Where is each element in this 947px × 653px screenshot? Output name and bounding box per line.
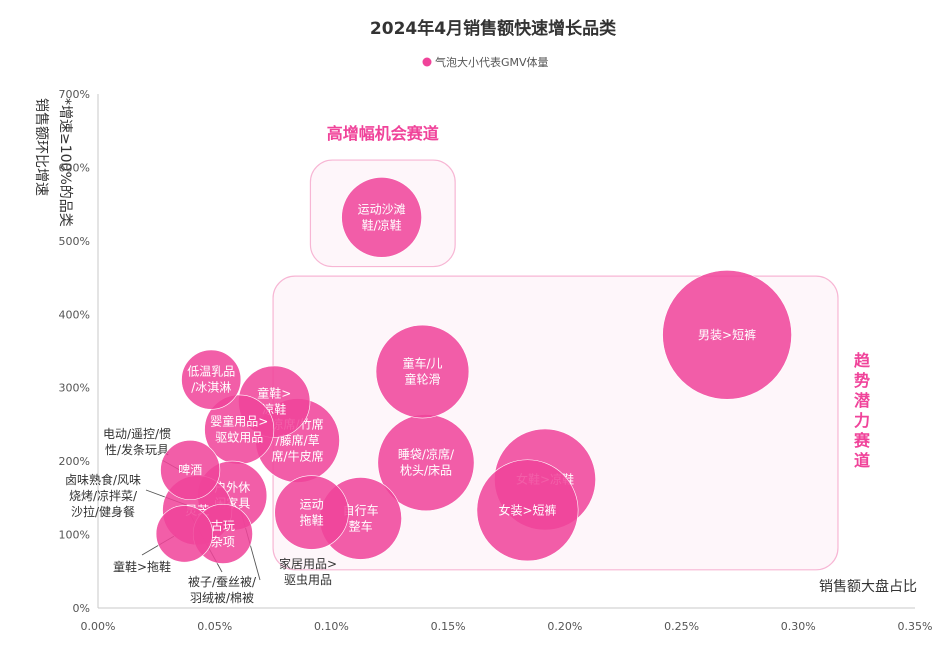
callout-label: 卤味熟食/风味 — [65, 472, 141, 487]
y-axis-label-line-1: 销售额环比增速 — [33, 98, 49, 196]
x-tick-label: 0.30% — [781, 620, 816, 633]
x-tick-label: 0.15% — [431, 620, 466, 633]
bubble-label: 枕头/床品 — [400, 463, 452, 478]
callout-label: 沙拉/健身餐 — [71, 504, 135, 519]
bubble-0 — [341, 177, 422, 258]
bubble-label: 古玩 — [211, 518, 235, 533]
y-tick-label: 700% — [59, 88, 90, 101]
x-tick-label: 0.20% — [547, 620, 582, 633]
bubble-label: 低温乳品 — [187, 365, 235, 379]
y-tick-label: 400% — [59, 308, 90, 321]
bubble-label: 鞋/凉鞋 — [362, 217, 402, 232]
bubbles-layer: 男装>短裤女鞋>凉鞋女装>短裤睡袋/凉席/枕头/床品童车/儿童轮滑凉席/竹席/藤… — [155, 177, 792, 564]
bubble-12 — [160, 439, 221, 500]
callout-label: 性/发条玩具 — [105, 442, 169, 457]
y-tick-label: 500% — [59, 235, 90, 248]
bubble-label: 童车/儿 — [402, 356, 442, 371]
x-tick-label: 0.00% — [81, 620, 116, 633]
bubble-label: 运动沙滩 — [358, 202, 406, 216]
bubble-label: 自行车 — [343, 502, 379, 517]
callout-label: 童鞋>拖鞋 — [113, 559, 171, 574]
x-tick-label: 0.25% — [664, 620, 699, 633]
bubble-1 — [662, 270, 792, 400]
callout-label: 烧烤/凉拌菜/ — [69, 488, 138, 503]
bubble-label: 婴童用品> — [210, 414, 268, 429]
x-tick-label: 0.10% — [314, 620, 349, 633]
callout-label: 家居用品> — [279, 556, 337, 571]
bubble-label: 运动 — [300, 498, 324, 512]
bubble-label: 童轮滑 — [404, 372, 440, 387]
x-axis-label: 销售额大盘占比 — [819, 578, 917, 595]
bubble-label: 女装>短裤 — [498, 502, 556, 517]
y-tick-label: 600% — [59, 161, 90, 174]
bubble-16 — [155, 505, 213, 563]
legend-label: 气泡大小代表GMV体量 — [435, 55, 549, 69]
bubble-10 — [181, 349, 242, 410]
legend-marker — [422, 57, 432, 67]
bubble-label: 睡袋/凉席/ — [398, 447, 455, 462]
bubble-5 — [476, 459, 579, 562]
bubble-label: 整车 — [349, 518, 373, 533]
zone-label-2: 趋势潜力赛道 — [853, 351, 871, 470]
y-tick-label: 100% — [59, 529, 90, 542]
callout-label: 被子/蚕丝被/ — [188, 575, 257, 589]
callout-label: 驱虫用品 — [284, 573, 332, 587]
axes-layer: 0.00% 0.05% 0.10% 0.15% 0.20% 0.25% 0.30% 0.35%… — [59, 88, 933, 633]
bubble-label: 男装>短裤 — [698, 328, 756, 342]
bubble-label: 席/牛皮席 — [272, 449, 324, 464]
bubble-label: 拖鞋 — [300, 513, 324, 528]
zone-label-1: 高增幅机会赛道 — [327, 124, 439, 143]
bubble-label: /冰淇淋 — [191, 381, 231, 395]
callout-label: 羽绒被/棉被 — [190, 591, 254, 605]
bubble-label: 杂项 — [211, 535, 235, 549]
y-axis-label-line-2: *增速≥100%的品类 — [57, 98, 73, 227]
bubble-label: 啤酒 — [178, 462, 202, 477]
bubble-2 — [375, 324, 470, 419]
x-tick-label: 0.05% — [197, 620, 232, 633]
bubble-label: 驱蚊用品 — [215, 430, 263, 445]
chart-title: 2024年4月销售额快速增长品类 — [370, 18, 617, 39]
y-tick-label: 0% — [73, 602, 90, 615]
bubble-label: 童鞋> — [257, 386, 291, 401]
y-axis-label: 销售额环比增速 *增速≥100%的品类 — [33, 98, 73, 227]
bubble-label: /藤席/草 — [276, 433, 320, 448]
x-tick-label: 0.35% — [898, 620, 933, 633]
callout-layer: 童鞋>拖鞋 电动/遥控/惯性/发条玩具卤味熟食/风味烧烤/凉拌菜/沙拉/健身餐被子… — [65, 426, 337, 605]
y-tick-label: 300% — [59, 382, 90, 395]
y-tick-label: 200% — [59, 455, 90, 468]
callout-label: 电动/遥控/惯 — [103, 426, 171, 441]
bubble-6 — [274, 475, 349, 550]
